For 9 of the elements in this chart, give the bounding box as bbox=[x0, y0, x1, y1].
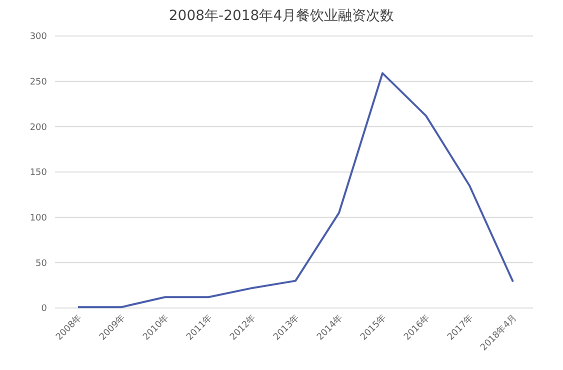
y-tick-label: 300 bbox=[30, 32, 48, 42]
y-tick-label: 50 bbox=[36, 258, 48, 269]
y-tick-label: 200 bbox=[30, 122, 48, 133]
y-tick-label: 100 bbox=[30, 213, 48, 224]
y-tick-label: 250 bbox=[30, 77, 48, 88]
line-series bbox=[77, 72, 514, 308]
y-tick-label: 0 bbox=[41, 304, 48, 314]
y-tick-label: 150 bbox=[30, 168, 48, 178]
chart-title: 2008年-2018年4月餐饮业融资次数 bbox=[168, 8, 394, 24]
